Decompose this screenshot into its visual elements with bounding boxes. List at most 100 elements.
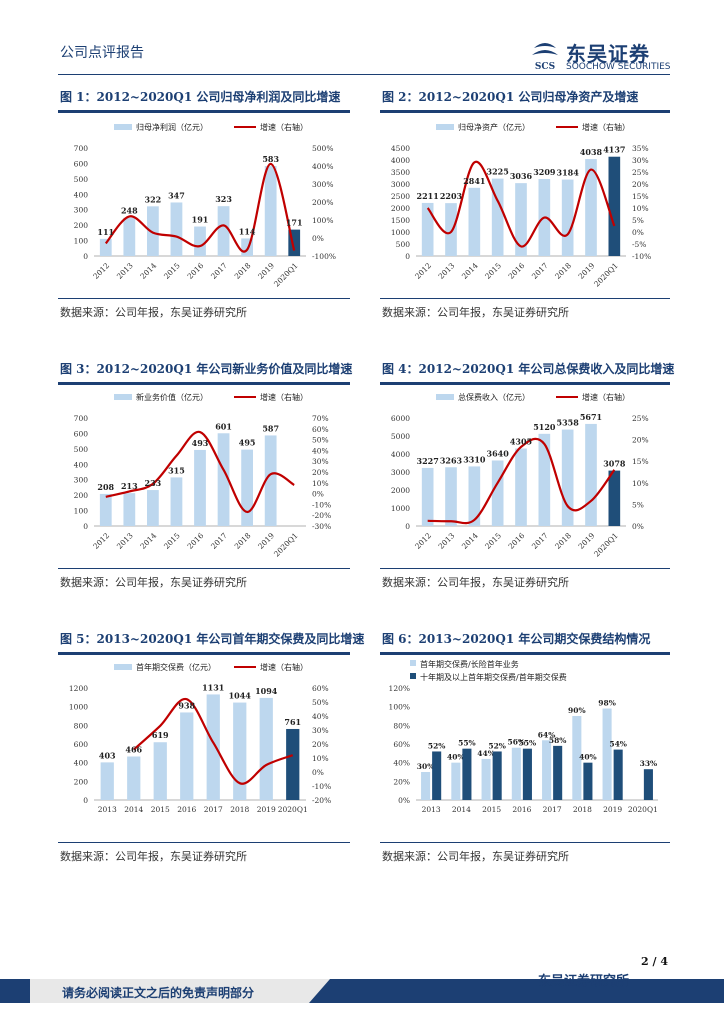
data-label-series-1: 58%	[549, 736, 567, 745]
data-label: 493	[192, 438, 209, 448]
bar	[561, 429, 574, 526]
legend-line-label: 增速（右轴）	[260, 122, 308, 132]
legend-swatch-1	[410, 673, 416, 679]
bar	[194, 449, 206, 526]
data-label: 213	[121, 481, 138, 491]
brand-logo: SCS 东吴证券 SOOCHOW SECURITIES	[528, 38, 678, 74]
bar	[585, 423, 597, 526]
y2-tick-label: 10%	[312, 754, 329, 763]
y2-tick-label: 100%	[312, 216, 333, 225]
y2-tick-label: 70%	[312, 414, 329, 423]
data-label: 938	[178, 700, 195, 710]
data-label: 5671	[580, 412, 602, 422]
data-label: 114	[239, 226, 256, 236]
data-label: 1044	[229, 691, 252, 701]
y-tick-label: 1000	[391, 228, 410, 237]
bar	[608, 156, 621, 256]
header-divider	[58, 74, 670, 75]
x-tick-label: 2017	[530, 261, 550, 281]
data-label: 3184	[557, 168, 580, 178]
x-tick-label: 2019	[603, 805, 622, 814]
x-tick-label: 2018	[233, 531, 253, 551]
x-tick-label: 2014	[452, 805, 471, 814]
y-tick-label: 1000	[69, 703, 88, 712]
x-tick-label: 2012	[91, 531, 111, 551]
data-label-series-1: 54%	[609, 740, 627, 749]
y-tick-label: 3000	[391, 468, 410, 477]
figure-title-3: 图 3：2012~2020Q1 年公司新业务价值及同比增速	[60, 362, 353, 376]
data-label: 1094	[255, 686, 278, 696]
y2-tick-label: 40%	[312, 712, 329, 721]
bar	[99, 238, 112, 256]
legend-label-0: 首年期交保费/长险首年业务	[420, 659, 519, 669]
x-tick-label: 2016	[186, 261, 206, 281]
figure-title-6: 图 6：2013~2020Q1 年公司期交保费结构情况	[382, 632, 651, 646]
y-tick-label: 600	[74, 429, 89, 438]
data-label: 3036	[510, 171, 533, 181]
bar-series-1	[522, 748, 532, 800]
y2-tick-label: 50%	[312, 436, 329, 445]
x-tick-label: 2019	[256, 531, 276, 551]
y-tick-label: 2500	[391, 192, 410, 201]
data-label-series-0: 64%	[538, 730, 556, 739]
y-tick-label: 100	[74, 237, 89, 246]
legend-bar-swatch	[436, 124, 454, 130]
data-label: 5358	[557, 418, 580, 428]
bar	[217, 433, 230, 526]
bar-series-1	[583, 762, 593, 800]
bar	[241, 449, 253, 526]
bar-series-1	[613, 749, 623, 800]
growth-line	[104, 162, 296, 253]
y-tick-label: 0%	[398, 796, 410, 805]
y2-tick-label: 25%	[632, 414, 649, 423]
figure-title-rule-2	[380, 110, 670, 113]
logo-en: SOOCHOW SECURITIES	[566, 62, 671, 72]
bar-series-0	[542, 740, 552, 800]
data-label: 3263	[440, 455, 463, 465]
data-label: 619	[152, 730, 169, 740]
legend-bar-label: 总保费收入（亿元）	[458, 392, 530, 402]
data-label: 4305	[510, 437, 532, 447]
data-label-series-1: 55%	[519, 739, 537, 748]
bar	[100, 762, 114, 800]
bar-series-0	[602, 708, 612, 800]
x-tick-label: 2014	[124, 805, 143, 814]
legend-bar-label: 新业务价值（亿元）	[136, 392, 208, 402]
bar	[264, 435, 277, 526]
y-tick-label: 400	[74, 460, 89, 469]
y-tick-label: 2000	[391, 486, 410, 495]
y-tick-label: 20%	[393, 777, 410, 786]
y2-tick-label: 400%	[312, 162, 333, 171]
x-tick-label: 2014	[138, 261, 158, 281]
data-label: 4137	[603, 145, 625, 155]
x-tick-label: 2013	[437, 531, 457, 551]
legend-line-label: 增速（右轴）	[260, 392, 308, 402]
figure-bottom-rule-4	[380, 568, 670, 569]
bar	[491, 178, 504, 256]
bar	[286, 728, 300, 800]
y-tick-label: 1000	[391, 504, 410, 513]
data-label: 4038	[580, 147, 603, 157]
data-label: 191	[192, 215, 209, 225]
y-tick-label: 4000	[391, 450, 410, 459]
y2-tick-label: 40%	[312, 446, 329, 455]
x-tick-label: 2017	[530, 531, 550, 551]
bar	[538, 433, 551, 526]
x-tick-label: 2013	[422, 805, 441, 814]
bar	[217, 206, 230, 256]
x-tick-label: 2020Q1	[628, 805, 658, 814]
y2-tick-label: 500%	[312, 144, 333, 153]
y-tick-label: 3500	[391, 168, 410, 177]
data-label: 3310	[463, 454, 486, 464]
y2-tick-label: 30%	[632, 156, 649, 165]
data-label: 403	[99, 750, 116, 760]
data-label: 3209	[533, 167, 556, 177]
data-label: 322	[145, 194, 162, 204]
y-tick-label: 4000	[391, 156, 410, 165]
chart-net-profit: 归母净利润（亿元） 增速（右轴） 0 100 200 300 400 500 600 700 -10…	[74, 122, 336, 289]
bar	[194, 226, 206, 256]
data-label: 347	[168, 190, 185, 200]
footer-disclaimer: 请务必阅读正文之后的免责声明部分	[62, 986, 255, 1000]
bar	[264, 166, 277, 256]
